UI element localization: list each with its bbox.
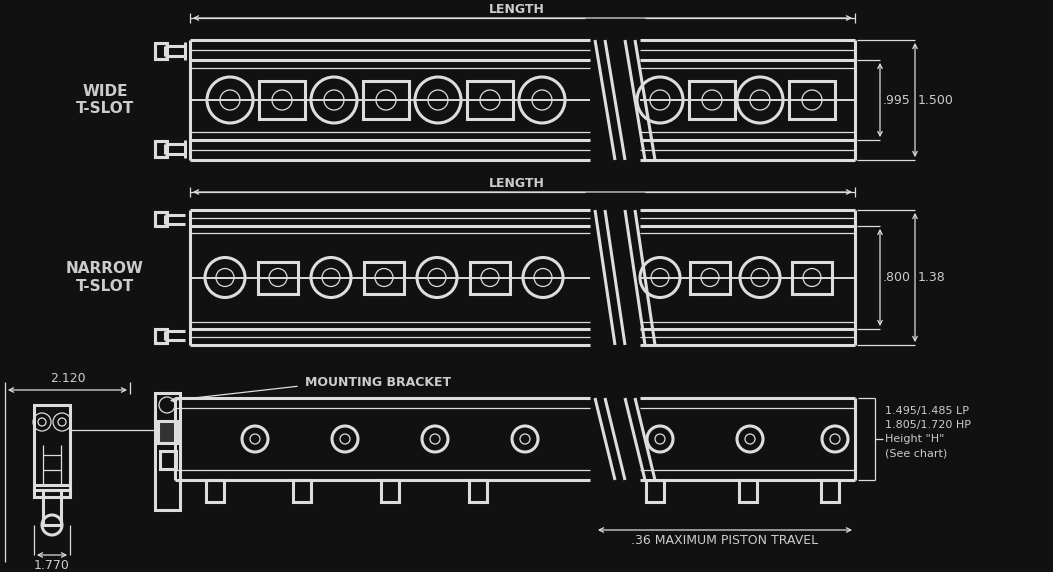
- Text: Height "H": Height "H": [885, 434, 945, 444]
- Bar: [690, 261, 730, 293]
- Bar: [155, 43, 167, 59]
- Bar: [293, 480, 311, 502]
- Bar: [155, 141, 167, 157]
- Bar: [155, 212, 167, 226]
- Text: 1.495/1.485 LP: 1.495/1.485 LP: [885, 406, 969, 416]
- Text: 1.805/1.720 HP: 1.805/1.720 HP: [885, 420, 971, 430]
- Bar: [155, 329, 167, 343]
- Text: .800: .800: [883, 271, 911, 284]
- Bar: [739, 480, 757, 502]
- Bar: [645, 480, 664, 502]
- Bar: [470, 261, 510, 293]
- Text: NARROW
T-SLOT: NARROW T-SLOT: [66, 261, 144, 293]
- Text: (See chart): (See chart): [885, 448, 948, 458]
- Bar: [158, 421, 178, 443]
- Bar: [43, 490, 61, 525]
- Text: MOUNTING BRACKET: MOUNTING BRACKET: [305, 376, 451, 390]
- Bar: [363, 81, 409, 119]
- Text: LENGTH: LENGTH: [489, 3, 545, 16]
- Bar: [364, 261, 404, 293]
- Bar: [34, 485, 69, 497]
- Bar: [792, 261, 832, 293]
- Bar: [155, 393, 180, 510]
- Bar: [206, 480, 224, 502]
- Bar: [466, 81, 513, 119]
- Bar: [381, 480, 399, 502]
- Bar: [821, 480, 839, 502]
- Text: 1.38: 1.38: [918, 271, 946, 284]
- Bar: [34, 405, 69, 490]
- Text: 2.120: 2.120: [51, 372, 85, 385]
- Text: .36 MAXIMUM PISTON TRAVEL: .36 MAXIMUM PISTON TRAVEL: [632, 534, 818, 547]
- Text: LENGTH: LENGTH: [489, 177, 545, 190]
- Text: WIDE
T-SLOT: WIDE T-SLOT: [76, 84, 134, 116]
- Text: .995: .995: [883, 93, 911, 106]
- Text: 1.500: 1.500: [918, 93, 954, 106]
- Text: 1.770: 1.770: [34, 559, 69, 572]
- Bar: [469, 480, 486, 502]
- Bar: [789, 81, 835, 119]
- Bar: [689, 81, 735, 119]
- Bar: [258, 261, 298, 293]
- Bar: [160, 451, 176, 469]
- Bar: [259, 81, 305, 119]
